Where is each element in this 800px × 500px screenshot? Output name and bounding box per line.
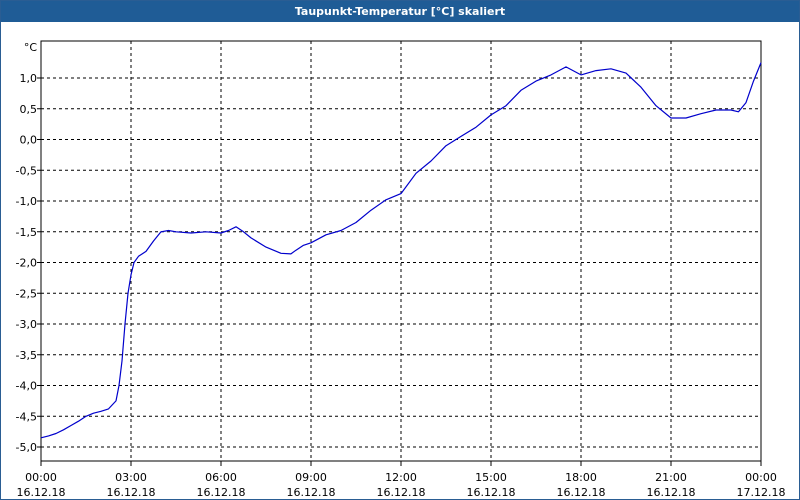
x-tick-time-label: 15:00 — [475, 471, 507, 484]
x-tick-time-label: 12:00 — [385, 471, 417, 484]
y-tick-label: 0,0 — [20, 134, 38, 147]
x-tick-date-label: 16.12.18 — [287, 486, 336, 499]
x-tick-time-label: 03:00 — [115, 471, 147, 484]
x-tick-time-label: 00:00 — [25, 471, 57, 484]
y-tick-label: -2,0 — [16, 257, 37, 270]
x-tick-time-label: 21:00 — [655, 471, 687, 484]
x-tick-date-label: 16.12.18 — [197, 486, 246, 499]
y-tick-label: 0,5 — [20, 103, 38, 116]
x-tick-date-label: 16.12.18 — [467, 486, 516, 499]
x-tick-date-label: 16.12.18 — [647, 486, 696, 499]
y-tick-label: -2,5 — [16, 287, 37, 300]
y-tick-label: 1,0 — [20, 72, 38, 85]
y-tick-label: -1,0 — [16, 195, 37, 208]
chart-title: Taupunkt-Temperatur [°C] skaliert — [1, 1, 799, 22]
x-tick-date-label: 16.12.18 — [557, 486, 606, 499]
series-line — [40, 62, 762, 439]
x-tick-time-label: 00:00 — [745, 471, 777, 484]
x-tick-date-label: 16.12.18 — [377, 486, 426, 499]
x-tick-time-label: 09:00 — [295, 471, 327, 484]
y-tick-label: -0,5 — [16, 164, 37, 177]
x-tick-time-label: 18:00 — [565, 471, 597, 484]
y-tick-label: -1,5 — [16, 226, 37, 239]
y-tick-label: -4,0 — [16, 380, 37, 393]
y-unit-label: °C — [24, 41, 38, 54]
x-tick-date-label: 16.12.18 — [107, 486, 156, 499]
y-tick-label: -3,0 — [16, 318, 37, 331]
x-tick-date-label: 17.12.18 — [737, 486, 786, 499]
y-tick-label: -5,0 — [16, 441, 37, 454]
x-tick-date-label: 16.12.18 — [17, 486, 66, 499]
y-tick-label: -3,5 — [16, 349, 37, 362]
x-tick-time-label: 06:00 — [205, 471, 237, 484]
y-tick-label: -4,5 — [16, 410, 37, 423]
